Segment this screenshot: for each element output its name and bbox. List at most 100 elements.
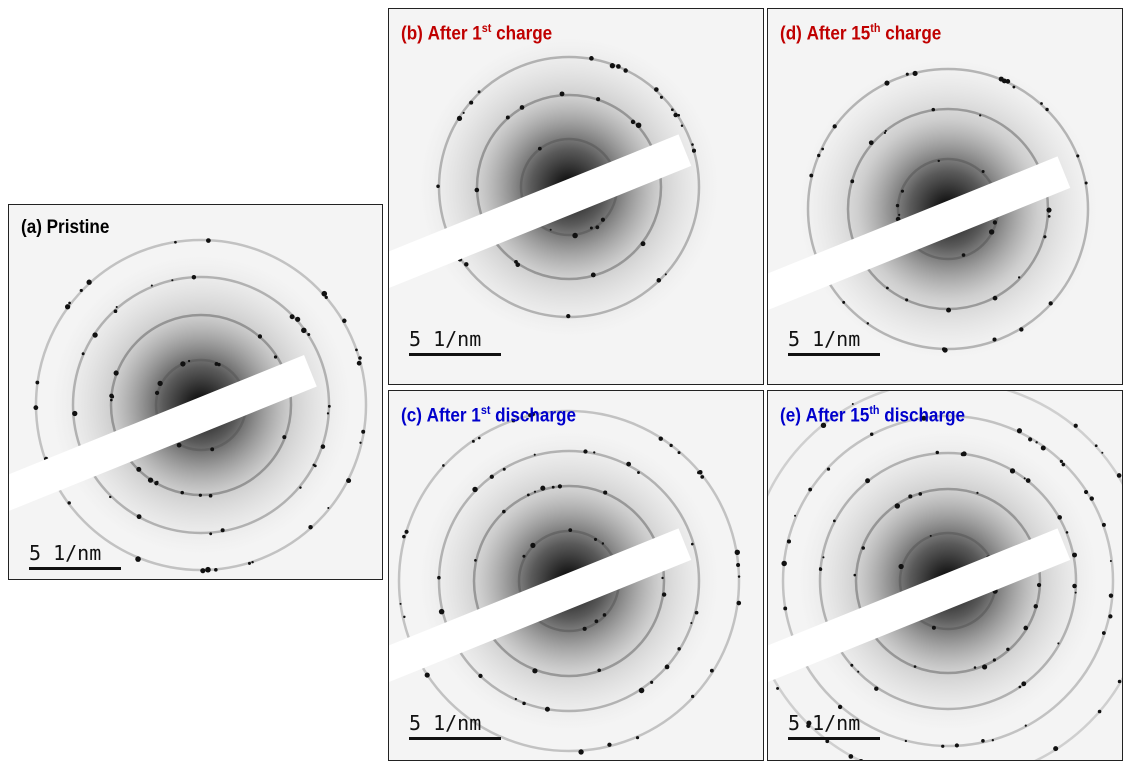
label-sup: th xyxy=(870,21,880,35)
scale-bar xyxy=(788,737,880,740)
diffraction-spot xyxy=(572,233,578,239)
diffraction-spot xyxy=(662,592,666,596)
diffraction-spot xyxy=(819,568,822,571)
diffraction-spot xyxy=(660,96,663,99)
diffraction-spot xyxy=(522,702,526,706)
diffraction-spot xyxy=(1019,686,1022,689)
diffraction-spot xyxy=(308,525,312,529)
diffraction-spot xyxy=(534,491,536,493)
diffraction-spot xyxy=(1017,428,1022,433)
diffraction-spot xyxy=(930,535,932,537)
diffraction-spot xyxy=(833,520,836,523)
diffraction-spot xyxy=(530,543,535,548)
diffraction-spot xyxy=(258,334,262,338)
diffraction-spot xyxy=(1102,523,1106,527)
diffraction-spot xyxy=(358,356,362,360)
diffraction-spot xyxy=(905,740,907,742)
diffraction-spot xyxy=(974,666,977,669)
diffraction-spot xyxy=(1024,477,1026,479)
diffraction-spot xyxy=(538,147,542,151)
diffraction-spot xyxy=(86,280,91,285)
diffraction-spot xyxy=(527,494,530,497)
diffraction-spot xyxy=(827,467,830,470)
diffraction-spot xyxy=(114,370,119,375)
diffraction-spot xyxy=(552,486,555,489)
diffraction-spot xyxy=(1072,553,1077,558)
diffraction-spot xyxy=(1076,154,1079,157)
diffraction-spot xyxy=(942,347,946,351)
diffraction-spot xyxy=(532,668,537,673)
diffraction-spot xyxy=(1084,490,1088,494)
diffraction-spot xyxy=(478,437,481,440)
diffraction-spot xyxy=(325,296,328,299)
diffraction-spot xyxy=(478,90,481,93)
diffraction-spot xyxy=(641,241,646,246)
diffraction-spot xyxy=(361,430,365,434)
label-sup: th xyxy=(869,403,879,417)
diffraction-spot xyxy=(593,451,595,453)
diffraction-spot xyxy=(1006,648,1009,651)
diffraction-spot xyxy=(657,278,662,283)
diffraction-spot xyxy=(1110,560,1112,562)
diffraction-spot xyxy=(210,447,214,451)
diffraction-spot xyxy=(595,619,599,623)
diffraction-spot xyxy=(1109,593,1113,597)
diffraction-spot xyxy=(1118,680,1122,684)
diffraction-spot xyxy=(993,220,997,224)
diffraction-spot xyxy=(833,124,837,128)
diffraction-spot xyxy=(1090,496,1094,500)
diffraction-spot xyxy=(931,108,935,112)
diffraction-spot xyxy=(80,289,83,292)
diffraction-spot xyxy=(884,132,886,134)
diffraction-spot xyxy=(1072,584,1076,588)
diffraction-spot xyxy=(1028,437,1032,441)
diffraction-spot xyxy=(1040,102,1043,105)
diffraction-spot xyxy=(109,394,113,398)
diffraction-spot xyxy=(735,550,740,555)
diffraction-spot xyxy=(439,609,445,615)
diffraction-spot xyxy=(1108,614,1112,618)
diffraction-spot xyxy=(475,488,477,490)
diffraction-spot xyxy=(92,332,97,337)
scale-bar-label: 5 1/nm xyxy=(788,327,860,351)
diffraction-spot xyxy=(870,433,873,436)
diffraction-spot xyxy=(989,229,994,234)
diffraction-spot xyxy=(665,273,667,275)
diffraction-spot xyxy=(515,262,520,267)
diffraction-spot xyxy=(692,149,696,153)
diffraction-spot xyxy=(776,687,779,690)
diffraction-spot xyxy=(636,736,639,739)
diffraction-spot xyxy=(137,514,142,519)
diffraction-spot xyxy=(154,481,158,485)
diffraction-spot xyxy=(534,454,536,456)
diffraction-spot xyxy=(209,494,213,498)
panel-label: (b) After 1st charge xyxy=(401,21,552,45)
diffraction-spot xyxy=(502,510,506,514)
diffraction-spot xyxy=(475,188,480,193)
diffraction-spot xyxy=(314,464,317,467)
diffraction-pattern xyxy=(9,205,383,580)
diffraction-spot xyxy=(33,405,38,410)
diffraction-spot xyxy=(1053,746,1058,751)
diffraction-spot xyxy=(787,539,791,543)
diffraction-spot xyxy=(568,528,572,532)
diffraction-spot xyxy=(116,306,118,308)
diffraction-spot xyxy=(180,491,184,495)
diffraction-spot xyxy=(109,496,111,498)
diffraction-spot xyxy=(623,68,627,72)
panel-label: (a) Pristine xyxy=(21,217,109,239)
diffraction-spot xyxy=(1117,473,1122,478)
diffraction-spot xyxy=(359,442,361,444)
diffraction-spot xyxy=(135,556,141,562)
diffraction-spot xyxy=(583,627,587,631)
scale-bar-label: 5 1/nm xyxy=(409,711,481,735)
diffraction-spot xyxy=(932,626,936,630)
diffraction-spot xyxy=(895,503,900,508)
diffraction-spot xyxy=(698,470,702,474)
diffraction-spot xyxy=(200,568,205,573)
diffraction-spot xyxy=(962,451,967,456)
diffraction-spot xyxy=(650,681,653,684)
diffraction-spot xyxy=(853,574,856,577)
diffraction-spot xyxy=(914,665,917,668)
diffraction-spot xyxy=(626,462,631,467)
